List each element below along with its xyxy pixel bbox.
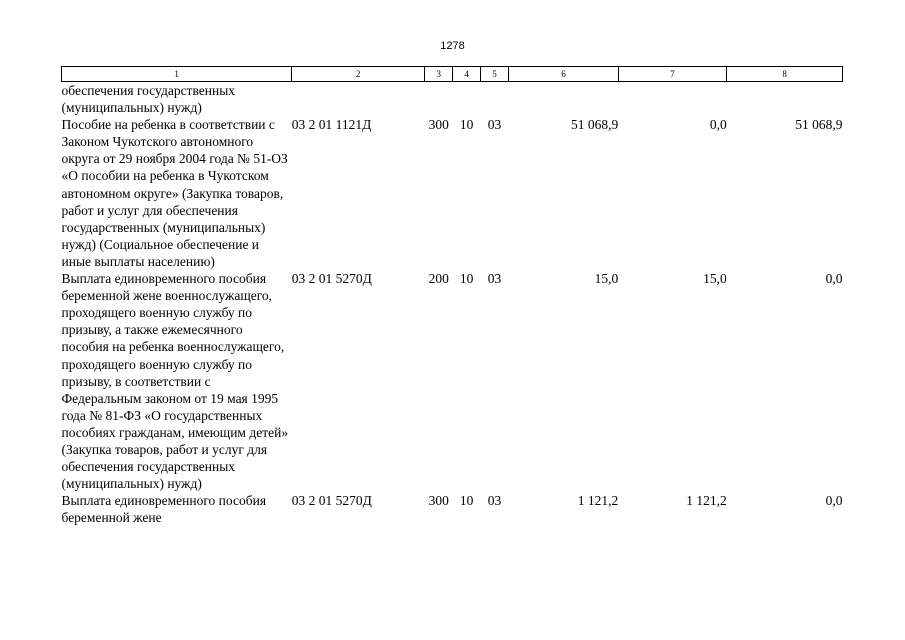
row-col5: 03 [487, 271, 502, 287]
row-col7: 15,0 [703, 271, 727, 287]
column-header-5: 5 [479, 66, 510, 82]
row-col4: 10 [459, 117, 474, 133]
row-col8 [727, 82, 843, 117]
column-header-4: 4 [452, 66, 481, 82]
column-header-8: 8 [726, 66, 843, 82]
row-col4: 10 [459, 271, 474, 287]
row-col4: 10 [459, 493, 474, 509]
column-header-1: 1 [60, 66, 293, 82]
page-number: 1278 [440, 40, 465, 52]
row-col5 [480, 82, 508, 117]
column-header-2: 2 [291, 66, 426, 82]
budget-table: 1 2 3 4 5 6 7 8 обеспечения государствен… [60, 66, 843, 526]
row-name: Пособие на ребенка в соответствии с Зако… [61, 117, 288, 269]
column-header-7: 7 [617, 66, 728, 82]
row-col7: 0,0 [709, 117, 727, 133]
table-row: Пособие на ребенка в соответствии с Зако… [62, 116, 843, 270]
row-col5: 03 [487, 493, 502, 509]
row-col7 [618, 82, 727, 117]
row-col8: 0,0 [825, 493, 843, 509]
header-row: 1 2 3 4 5 6 7 8 [60, 66, 843, 82]
row-col6 [509, 82, 619, 117]
row-code: 03 2 01 5270Д [291, 271, 372, 287]
row-col6: 1 121,2 [577, 493, 619, 509]
row-col6: 51 068,9 [571, 117, 619, 133]
row-col7: 1 121,2 [686, 493, 727, 509]
table-row: обеспечения государственных (муниципальн… [62, 82, 843, 117]
row-col3 [425, 82, 453, 117]
row-col3: 300 [428, 493, 449, 509]
row-col5: 03 [487, 117, 502, 133]
column-header-3: 3 [424, 66, 454, 82]
column-header-6: 6 [508, 66, 619, 82]
table-row: Выплата единовременного пособия беременн… [62, 492, 843, 526]
row-col3: 200 [428, 271, 449, 287]
row-col8: 51 068,9 [795, 117, 843, 133]
row-col3: 300 [428, 117, 449, 133]
row-name: обеспечения государственных (муниципальн… [61, 83, 236, 116]
row-col4 [453, 82, 480, 117]
row-code: 03 2 01 5270Д [291, 493, 372, 509]
row-name: Выплата единовременного пособия беременн… [61, 493, 267, 526]
table-row: Выплата единовременного пособия беременн… [62, 270, 843, 492]
row-code [292, 82, 425, 117]
row-code: 03 2 01 1121Д [291, 117, 372, 133]
row-col8: 0,0 [825, 271, 843, 287]
row-col6: 15,0 [594, 271, 619, 287]
row-name: Выплата единовременного пособия беременн… [61, 271, 289, 492]
